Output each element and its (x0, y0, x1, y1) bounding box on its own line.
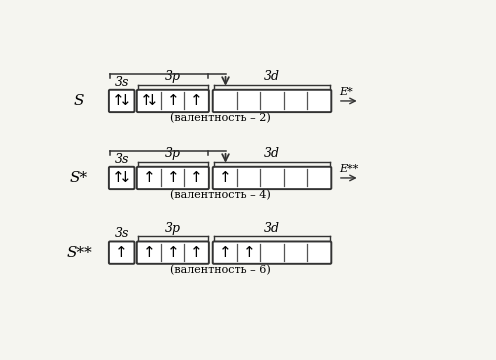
Text: ↑: ↑ (143, 170, 156, 185)
Text: ↑: ↑ (219, 170, 232, 185)
Text: E**: E** (339, 164, 359, 174)
Text: ↑: ↑ (189, 94, 202, 108)
Text: (валентность – 2): (валентность – 2) (170, 113, 270, 123)
Text: 3d: 3d (264, 147, 280, 160)
Text: 3s: 3s (115, 76, 129, 89)
Text: 3p: 3p (165, 222, 181, 235)
Text: ↑: ↑ (219, 245, 232, 260)
Text: 3s: 3s (115, 153, 129, 166)
Text: ↓: ↓ (146, 94, 159, 108)
Text: ↑: ↑ (115, 245, 128, 260)
Text: (валентность – 4): (валентность – 4) (170, 190, 270, 201)
Text: E*: E* (339, 87, 353, 97)
FancyBboxPatch shape (213, 242, 331, 264)
FancyBboxPatch shape (137, 90, 209, 112)
Text: 3d: 3d (264, 222, 280, 235)
Text: S: S (74, 94, 84, 108)
Text: ↓: ↓ (119, 170, 131, 185)
Text: ↑: ↑ (167, 170, 179, 185)
FancyBboxPatch shape (109, 167, 134, 189)
Text: ↑: ↑ (243, 245, 255, 260)
FancyBboxPatch shape (109, 90, 134, 112)
Text: ↓: ↓ (119, 94, 131, 108)
FancyBboxPatch shape (137, 242, 209, 264)
Text: ↑: ↑ (189, 245, 202, 260)
Text: (валентность – 6): (валентность – 6) (170, 265, 270, 275)
Text: ↑: ↑ (167, 245, 179, 260)
FancyBboxPatch shape (109, 242, 134, 264)
Text: ↑: ↑ (140, 94, 153, 108)
Text: ↑: ↑ (112, 94, 125, 108)
Text: 3p: 3p (165, 70, 181, 83)
Text: ↑: ↑ (189, 170, 202, 185)
FancyBboxPatch shape (213, 167, 331, 189)
Text: 3p: 3p (165, 147, 181, 160)
Text: 3d: 3d (264, 70, 280, 83)
Text: S*: S* (70, 171, 88, 185)
Text: ↑: ↑ (112, 170, 125, 185)
FancyBboxPatch shape (213, 90, 331, 112)
Text: ↑: ↑ (167, 94, 179, 108)
Text: S**: S** (66, 246, 92, 260)
Text: 3s: 3s (115, 227, 129, 240)
Text: ↑: ↑ (143, 245, 156, 260)
FancyBboxPatch shape (137, 167, 209, 189)
